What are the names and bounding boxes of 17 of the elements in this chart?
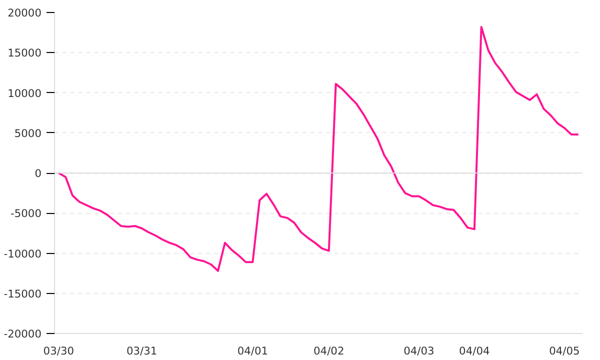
y-tick-label: 20000 [8,6,42,20]
y-tick-label: 10000 [8,86,42,100]
y-tick-label: 15000 [8,46,42,60]
line-series [58,26,580,272]
y-tick-label: -5000 [10,207,42,220]
x-tick-label: 04/05 [549,344,580,358]
x-tick-label: 04/02 [314,344,344,358]
y-tick-label: 0 [34,167,42,180]
x-tick-label: 03/30 [43,344,74,358]
x-tick-label: 04/04 [459,344,490,358]
y-tick-label: 5000 [14,126,42,140]
y-tick-label: -15000 [4,287,42,300]
y-tick-label: -20000 [4,328,42,340]
x-tick-label: 04/01 [237,344,268,358]
x-tick-label: 03/31 [126,344,158,358]
x-tick-label: 04/03 [404,344,434,358]
y-tick-label: -10000 [4,247,42,260]
